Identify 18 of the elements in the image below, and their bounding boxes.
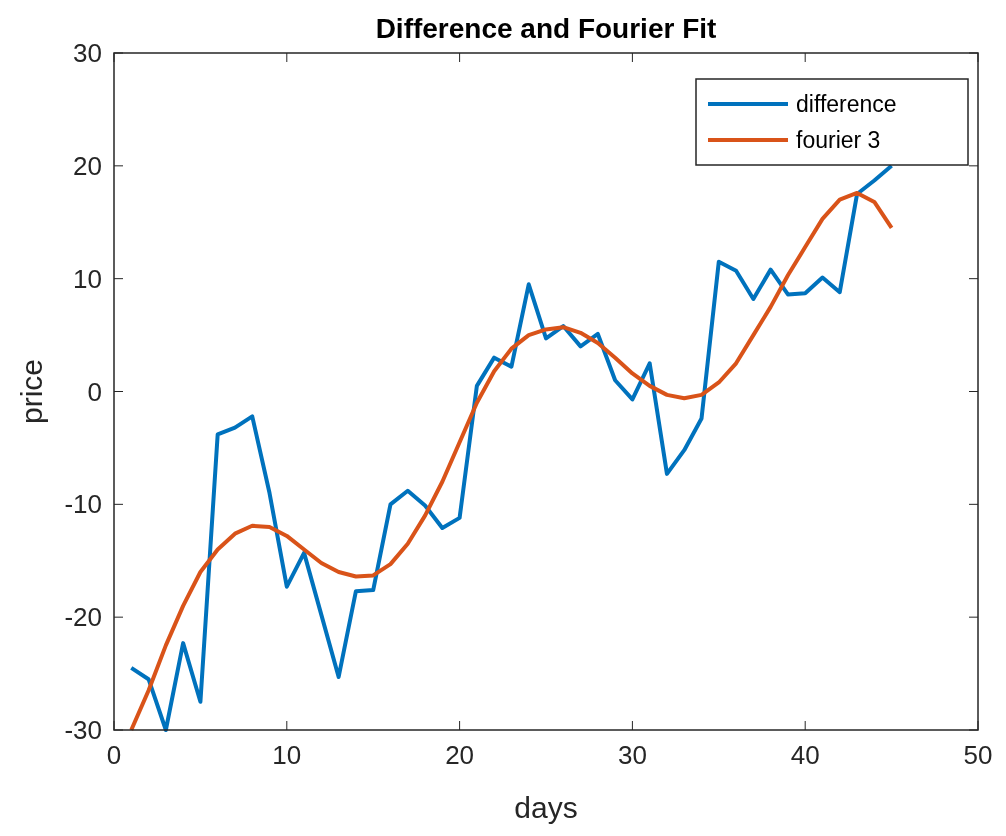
- legend-label: fourier 3: [796, 127, 881, 153]
- x-tick-label: 0: [106, 740, 122, 770]
- x-tick-label: 10: [272, 740, 302, 770]
- y-axis-title: price: [15, 358, 48, 425]
- y-tick-label: -30: [64, 715, 102, 745]
- y-tick-label: 10: [73, 263, 102, 294]
- x-axis-title: days: [514, 791, 578, 824]
- y-tick-label: -10: [64, 489, 102, 520]
- x-tick-label: 30: [617, 740, 647, 770]
- legend-label: difference: [796, 91, 897, 117]
- y-tick-label: 30: [73, 38, 102, 68]
- y-tick-label: 0: [87, 376, 102, 407]
- chart-title: Difference and Fourier Fit: [375, 13, 717, 44]
- x-tick-label: 50: [963, 740, 993, 770]
- y-tick-label: 20: [73, 150, 102, 181]
- y-tick-label: -20: [64, 602, 102, 633]
- x-tick-label: 20: [445, 740, 475, 770]
- x-tick-label: 40: [790, 740, 820, 770]
